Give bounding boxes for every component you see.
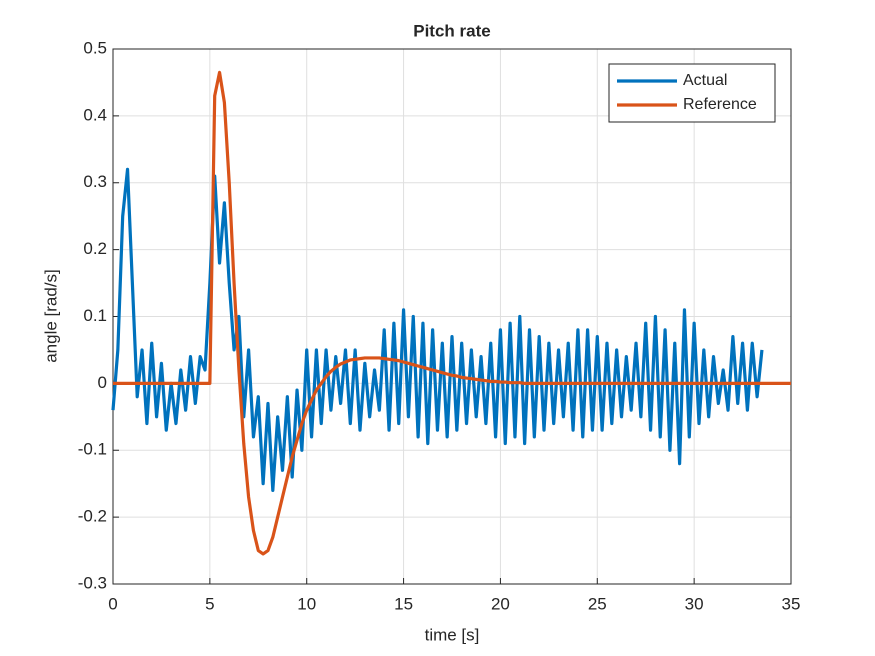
series-line [111,167,764,492]
y-tick-label: -0.1 [78,440,107,459]
y-tick-label: 0.1 [83,306,107,325]
x-axis-label: time [s] [425,625,480,644]
y-tick-label: 0.5 [83,38,107,57]
y-tick-label: 0.3 [83,172,107,191]
chart-title: Pitch rate [413,21,490,40]
y-tick-label: -0.2 [78,507,107,526]
x-tick-label: 35 [782,594,801,613]
x-tick-label: 15 [394,594,413,613]
y-tick-label: 0.4 [83,105,107,124]
y-tick-label: 0 [98,373,107,392]
legend-label: Reference [683,96,757,113]
y-tick-label: -0.3 [78,573,107,592]
legend-label: Actual [683,72,727,89]
x-tick-label: 25 [588,594,607,613]
legend-box [608,63,776,123]
axes-box [112,48,792,585]
series-line [113,70,791,556]
x-tick-label: 10 [297,594,316,613]
x-tick-label: 30 [685,594,704,613]
x-tick-label: 5 [205,594,214,613]
y-tick-label: 0.2 [83,239,107,258]
x-tick-label: 0 [108,594,117,613]
y-axis-label: angle [rad/s] [41,269,60,363]
x-tick-label: 20 [491,594,510,613]
